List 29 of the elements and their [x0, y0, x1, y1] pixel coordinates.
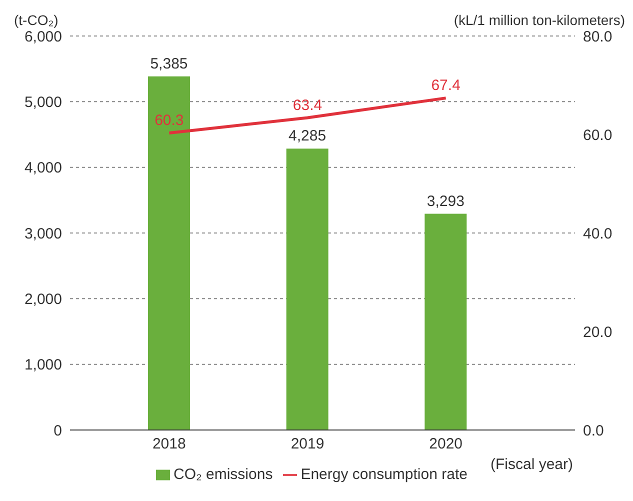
data-label: 63.4: [292, 96, 322, 114]
y-tick-label: 6,000: [24, 28, 62, 46]
y-tick-label: 3,000: [24, 225, 62, 242]
legend-label: Energy consumption rate: [300, 466, 468, 483]
data-label: 67.4: [431, 77, 460, 94]
y-tick-label: 1,000: [24, 356, 62, 374]
y2-axis-title: (kL/1 million ton-kilometers): [454, 12, 625, 28]
y-tick-label: 4,000: [24, 160, 62, 177]
x-tick-label: 2020: [429, 436, 463, 453]
y-tick-label: 0: [54, 422, 62, 440]
data-label: 3,293: [426, 192, 464, 210]
bar: [148, 76, 190, 430]
y-tick-label: 5,000: [24, 94, 62, 111]
y2-tick-label: 40.0: [583, 225, 612, 242]
data-label: 60.3: [154, 112, 184, 130]
x-tick-label: 2018: [152, 436, 186, 453]
y2-tick-label: 60.0: [583, 126, 612, 144]
y2-tick-label: 0.0: [583, 422, 604, 440]
legend-label: CO₂ emissions: [174, 466, 273, 483]
data-label: 4,285: [288, 128, 326, 145]
x-axis-title: (Fiscal year): [490, 456, 573, 473]
x-tick-label: 2019: [290, 436, 324, 453]
bar: [286, 148, 328, 430]
y-axis-title: (t-CO₂): [14, 12, 58, 28]
y2-tick-label: 20.0: [583, 324, 612, 341]
y-tick-label: 2,000: [24, 290, 62, 308]
y2-tick-label: 80.0: [583, 28, 612, 46]
bar: [424, 214, 467, 430]
data-label: 5,385: [150, 55, 188, 72]
